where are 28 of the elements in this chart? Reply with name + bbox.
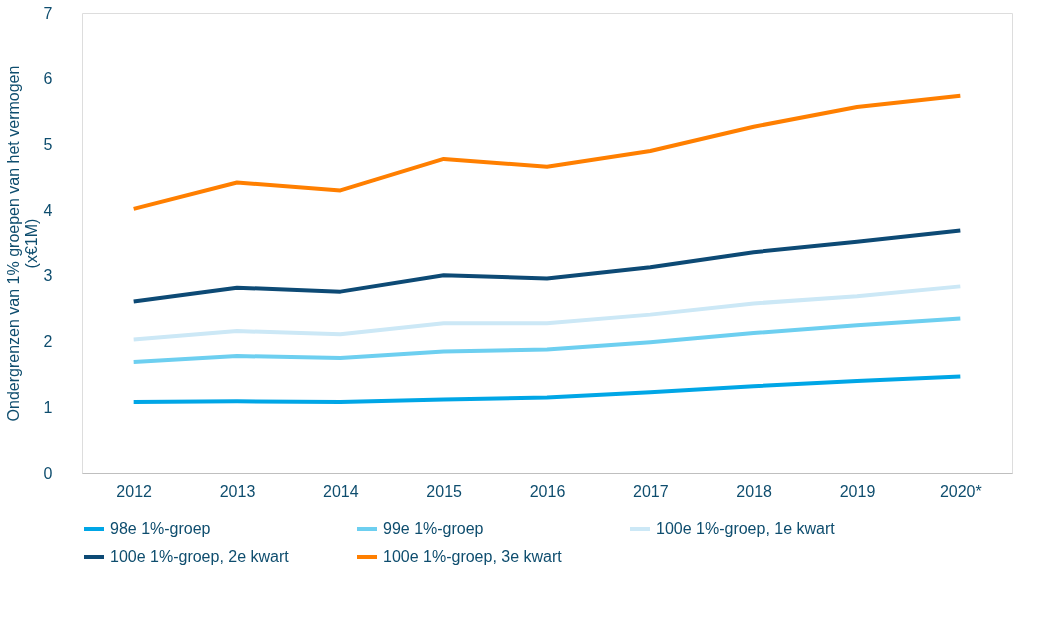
x-tick-label: 2018	[736, 482, 773, 500]
x-tick-label: 2016	[529, 482, 566, 500]
line-series	[131, 284, 963, 342]
line-series	[131, 93, 963, 211]
line-series	[131, 374, 963, 405]
y-tick-label: 7	[43, 4, 53, 22]
y-axis-title: Ondergrenzen van 1% groepen van het vermogen (x€1M)	[4, 65, 40, 422]
x-tick-label: 2014	[323, 482, 359, 500]
y-tick-label: 6	[43, 70, 53, 88]
y-tick-label: 3	[43, 267, 53, 285]
legend-label: 100e 1%-groep, 3e kwart	[383, 548, 563, 565]
x-tick-label: 2015	[426, 482, 463, 500]
line-series	[131, 228, 963, 304]
legend-label: 98e 1%-groep	[110, 520, 211, 537]
y-tick-label: 0	[43, 464, 53, 482]
y-tick-label: 5	[43, 135, 53, 153]
y-tick-label: 1	[43, 398, 53, 416]
legend-label: 100e 1%-groep, 2e kwart	[110, 548, 290, 565]
legend-label: 99e 1%-groep	[383, 520, 484, 537]
y-tick-label: 4	[43, 201, 53, 219]
x-tick-label: 2020*	[939, 482, 982, 500]
x-tick-label: 2013	[219, 482, 256, 500]
legend-label: 100e 1%-groep, 1e kwart	[656, 520, 836, 537]
x-tick-label: 2017	[633, 482, 669, 500]
line-series	[131, 316, 963, 364]
x-tick-label: 2012	[116, 482, 153, 500]
y-tick-label: 2	[43, 333, 53, 351]
x-tick-label: 2019	[839, 482, 876, 500]
